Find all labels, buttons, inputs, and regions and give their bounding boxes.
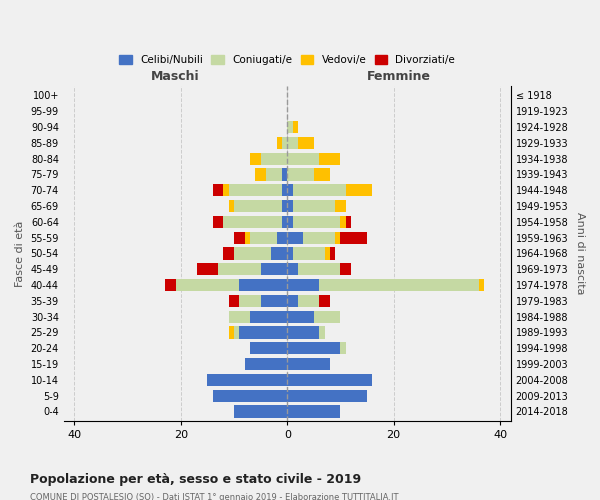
Bar	[266, 168, 282, 180]
Bar	[287, 374, 373, 386]
Bar	[229, 310, 250, 323]
Bar	[314, 310, 340, 323]
Bar	[223, 184, 229, 196]
Bar	[277, 232, 287, 244]
Bar	[256, 168, 266, 180]
Bar	[479, 279, 484, 291]
Bar	[287, 152, 319, 165]
Bar	[340, 342, 346, 354]
Bar	[298, 294, 319, 307]
Bar	[346, 184, 373, 196]
Bar	[346, 216, 351, 228]
Bar	[234, 326, 239, 338]
Bar	[260, 294, 287, 307]
Y-axis label: Anni di nascita: Anni di nascita	[575, 212, 585, 294]
Bar	[287, 121, 293, 133]
Bar	[234, 406, 287, 417]
Bar	[239, 279, 287, 291]
Bar	[229, 184, 282, 196]
Bar	[330, 248, 335, 260]
Bar	[298, 136, 314, 149]
Bar	[218, 263, 260, 276]
Bar	[303, 232, 335, 244]
Bar	[239, 326, 287, 338]
Bar	[229, 326, 234, 338]
Bar	[176, 279, 239, 291]
Y-axis label: Fasce di età: Fasce di età	[15, 220, 25, 286]
Bar	[287, 232, 303, 244]
Bar	[319, 294, 330, 307]
Bar	[229, 294, 239, 307]
Bar	[287, 200, 293, 212]
Bar	[245, 358, 287, 370]
Bar	[287, 294, 298, 307]
Bar	[319, 152, 340, 165]
Text: Maschi: Maschi	[151, 70, 200, 83]
Bar	[282, 216, 287, 228]
Legend: Celibi/Nubili, Coniugati/e, Vedovi/e, Divorziati/e: Celibi/Nubili, Coniugati/e, Vedovi/e, Di…	[115, 51, 459, 70]
Bar	[213, 184, 223, 196]
Bar	[223, 216, 282, 228]
Bar	[234, 200, 282, 212]
Bar	[287, 279, 319, 291]
Bar	[197, 263, 218, 276]
Bar	[282, 184, 287, 196]
Bar	[282, 136, 287, 149]
Bar	[319, 326, 325, 338]
Bar	[239, 294, 260, 307]
Bar	[260, 263, 287, 276]
Bar	[234, 248, 271, 260]
Bar	[282, 200, 287, 212]
Bar	[287, 263, 298, 276]
Text: Femmine: Femmine	[367, 70, 431, 83]
Bar	[287, 406, 340, 417]
Bar	[250, 310, 287, 323]
Bar	[245, 232, 250, 244]
Bar	[340, 216, 346, 228]
Bar	[250, 152, 260, 165]
Bar	[325, 248, 330, 260]
Bar	[335, 200, 346, 212]
Bar	[287, 358, 330, 370]
Bar	[271, 248, 287, 260]
Bar	[287, 136, 298, 149]
Bar	[250, 232, 277, 244]
Bar	[319, 279, 479, 291]
Text: COMUNE DI POSTALESIO (SO) - Dati ISTAT 1° gennaio 2019 - Elaborazione TUTTITALIA: COMUNE DI POSTALESIO (SO) - Dati ISTAT 1…	[30, 492, 398, 500]
Bar	[298, 263, 340, 276]
Bar	[340, 232, 367, 244]
Bar	[287, 390, 367, 402]
Bar	[287, 342, 340, 354]
Bar	[223, 248, 234, 260]
Bar	[229, 200, 234, 212]
Bar	[293, 200, 335, 212]
Bar	[293, 216, 340, 228]
Bar	[340, 263, 351, 276]
Bar	[282, 168, 287, 180]
Bar	[234, 232, 245, 244]
Text: Popolazione per età, sesso e stato civile - 2019: Popolazione per età, sesso e stato civil…	[30, 472, 361, 486]
Bar	[287, 168, 314, 180]
Bar	[208, 374, 287, 386]
Bar	[287, 310, 314, 323]
Bar	[293, 184, 346, 196]
Bar	[287, 248, 293, 260]
Bar	[277, 136, 282, 149]
Bar	[293, 248, 325, 260]
Bar	[250, 342, 287, 354]
Bar	[335, 232, 340, 244]
Bar	[165, 279, 176, 291]
Bar	[287, 184, 293, 196]
Bar	[293, 121, 298, 133]
Bar	[213, 216, 223, 228]
Bar	[213, 390, 287, 402]
Bar	[260, 152, 287, 165]
Bar	[314, 168, 330, 180]
Bar	[287, 216, 293, 228]
Bar	[287, 326, 319, 338]
